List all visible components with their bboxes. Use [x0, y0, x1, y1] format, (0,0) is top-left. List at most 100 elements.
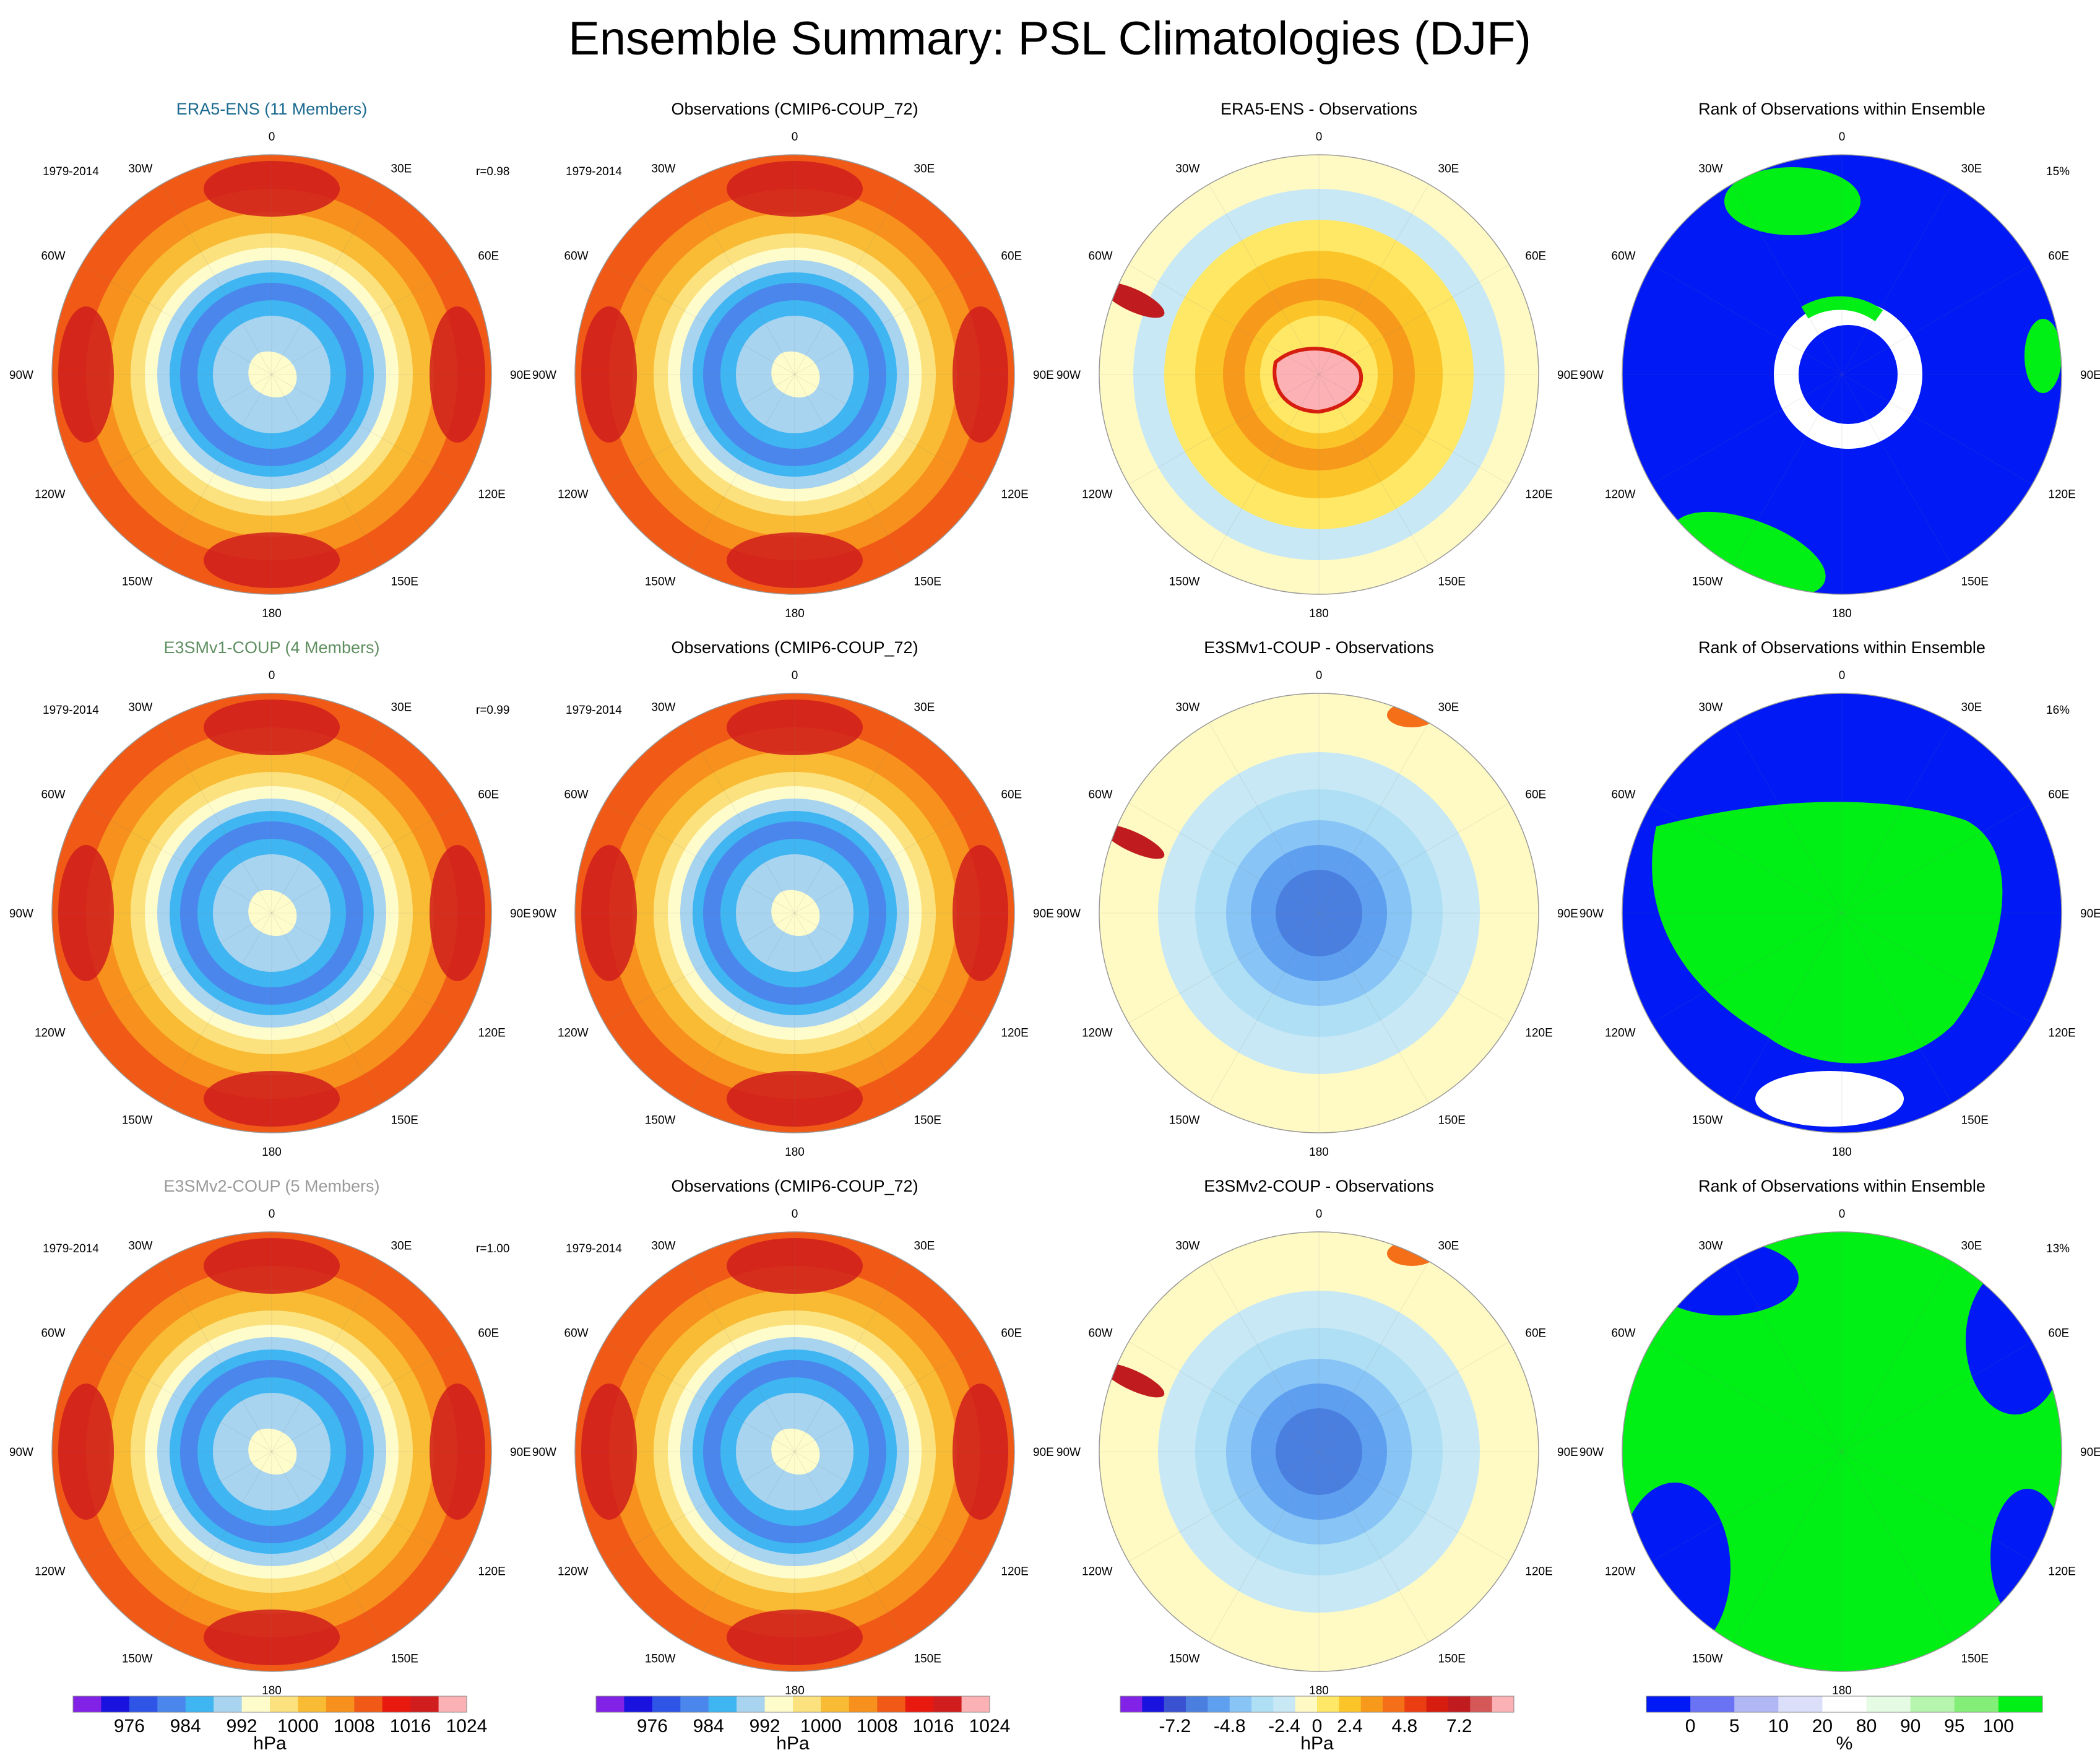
lon-label: 90W — [9, 369, 33, 382]
colorbar-swatch — [624, 1696, 653, 1712]
map-panel-r2c3: E3SMv1-COUP - Observations 0 30E 60E 90E 120E… — [1056, 638, 1578, 1159]
lon-label: 120E — [1525, 1027, 1552, 1040]
map-border — [1099, 154, 1539, 595]
lon-label: 150E — [1961, 575, 1989, 588]
high-pressure-cell — [727, 161, 863, 217]
meridian-line — [794, 264, 985, 375]
meridian-line — [1841, 184, 1952, 375]
colorbar-swatch — [185, 1696, 214, 1712]
meridian-line — [1732, 1261, 1843, 1452]
lon-label: 180 — [262, 1146, 282, 1159]
lon-label: 180 — [1309, 1146, 1329, 1159]
map-panel-r3c3: E3SMv2-COUP - Observations 0 30E 60E 90E 120E… — [1056, 1177, 1578, 1697]
lon-label: 0 — [792, 131, 798, 144]
colorbar-swatch — [1998, 1696, 2043, 1712]
meridian-line — [162, 912, 272, 1104]
rank-region — [1755, 1071, 1904, 1127]
colorbar-swatch — [1120, 1696, 1143, 1712]
lon-label: 0 — [1839, 669, 1846, 682]
panel-grid: ERA5-ENS (11 Members) 0 30E 60E 90E 120E 150E 1… — [9, 100, 2100, 1697]
lon-label: 30E — [391, 1240, 412, 1253]
meridian-line — [604, 374, 795, 485]
stat-label: r=0.98 — [476, 165, 509, 178]
antarctic-high — [771, 890, 820, 936]
colorbar-swatch — [1690, 1696, 1735, 1712]
lon-label: 150W — [1169, 575, 1200, 588]
rank-region — [1652, 802, 2003, 1063]
colorbar-tick-label: 992 — [227, 1716, 257, 1736]
colorbar-swatch — [708, 1696, 737, 1712]
colorbar-swatch — [764, 1696, 793, 1712]
colorbar-unit: % — [1836, 1733, 1853, 1754]
meridian-line — [794, 1451, 985, 1562]
colorbar-tick-label: 1000 — [800, 1716, 842, 1736]
antarctic-high — [248, 1428, 297, 1475]
high-pressure-cell — [953, 306, 1008, 443]
meridian-line — [685, 1451, 795, 1642]
meridian-line — [1841, 1261, 1952, 1452]
colorbar-swatch — [877, 1696, 906, 1712]
lon-label: 30E — [391, 163, 412, 176]
lon-label: 120W — [1605, 488, 1636, 501]
lon-label: 30W — [1175, 1240, 1199, 1253]
lon-label: 60W — [564, 789, 589, 802]
colorbar-swatch — [905, 1696, 934, 1712]
colorbar-swatch — [129, 1696, 158, 1712]
lon-label: 30E — [914, 701, 935, 714]
lon-label: 120W — [1082, 1566, 1113, 1579]
colorbar-tick-label: 7.2 — [1446, 1716, 1472, 1736]
lon-label: 180 — [1309, 607, 1329, 620]
meridian-line — [1841, 1451, 2033, 1562]
stat-label: 13% — [2046, 1242, 2070, 1255]
colorbar-swatch — [438, 1696, 467, 1712]
colorbar-swatch — [298, 1696, 327, 1712]
meridian-line — [1318, 722, 1429, 914]
colorbar-tick-label: 984 — [170, 1716, 201, 1736]
lon-label: 60W — [1612, 250, 1636, 263]
meridian-line — [162, 1451, 272, 1642]
lon-label: 120E — [1525, 488, 1552, 501]
stat-label: r=0.99 — [476, 704, 509, 717]
colorbar-tick-label: 1008 — [334, 1716, 375, 1736]
meridian-line — [794, 184, 905, 375]
meridian-line — [1128, 264, 1320, 375]
meridian-line — [685, 1261, 795, 1452]
meridian-line — [271, 374, 382, 565]
map-panel-r1c2: Observations (CMIP6-COUP_72) 0 30E 60E 90E 12… — [532, 100, 1054, 620]
meridian-line — [685, 184, 795, 375]
meridian-line — [685, 912, 795, 1104]
antarctic-anomaly — [1273, 347, 1363, 414]
antarctic-high — [248, 890, 297, 936]
panel-title: E3SMv2-COUP - Observations — [1204, 1177, 1434, 1195]
meridian-line — [1318, 912, 1429, 1104]
colorbar-tick-label: 976 — [114, 1716, 145, 1736]
meridian-line — [162, 184, 272, 375]
lon-label: 120W — [558, 1566, 589, 1579]
colorbar-tick-label: 976 — [637, 1716, 668, 1736]
meridian-line — [685, 722, 795, 914]
meridian-line — [794, 374, 985, 485]
colorbar-swatch — [326, 1696, 355, 1712]
meridian-line — [271, 264, 462, 375]
period-label: 1979-2014 — [43, 165, 99, 178]
meridian-line — [271, 1341, 462, 1452]
colorbar-tick-label: 1016 — [913, 1716, 954, 1736]
lon-label: 150W — [1692, 1652, 1723, 1665]
colorbar-unit: hPa — [1300, 1733, 1334, 1754]
lon-label: 60E — [478, 789, 499, 802]
lon-label: 30E — [1438, 163, 1459, 176]
panel-title: E3SMv2-COUP (5 Members) — [163, 1177, 379, 1195]
meridian-line — [1128, 1451, 1320, 1562]
period-label: 1979-2014 — [566, 165, 622, 178]
colorbar-swatch — [1646, 1696, 1691, 1712]
high-pressure-cell — [581, 1384, 637, 1520]
meridian-line — [271, 1451, 462, 1562]
meridian-line — [685, 374, 795, 565]
colorbar-tick-label: 1000 — [277, 1716, 319, 1736]
meridian-line — [271, 912, 382, 1104]
lon-label: 180 — [785, 1684, 805, 1697]
high-pressure-cell — [58, 306, 114, 443]
panel-title: Rank of Observations within Ensemble — [1698, 638, 1985, 657]
lon-label: 30E — [1961, 701, 1982, 714]
